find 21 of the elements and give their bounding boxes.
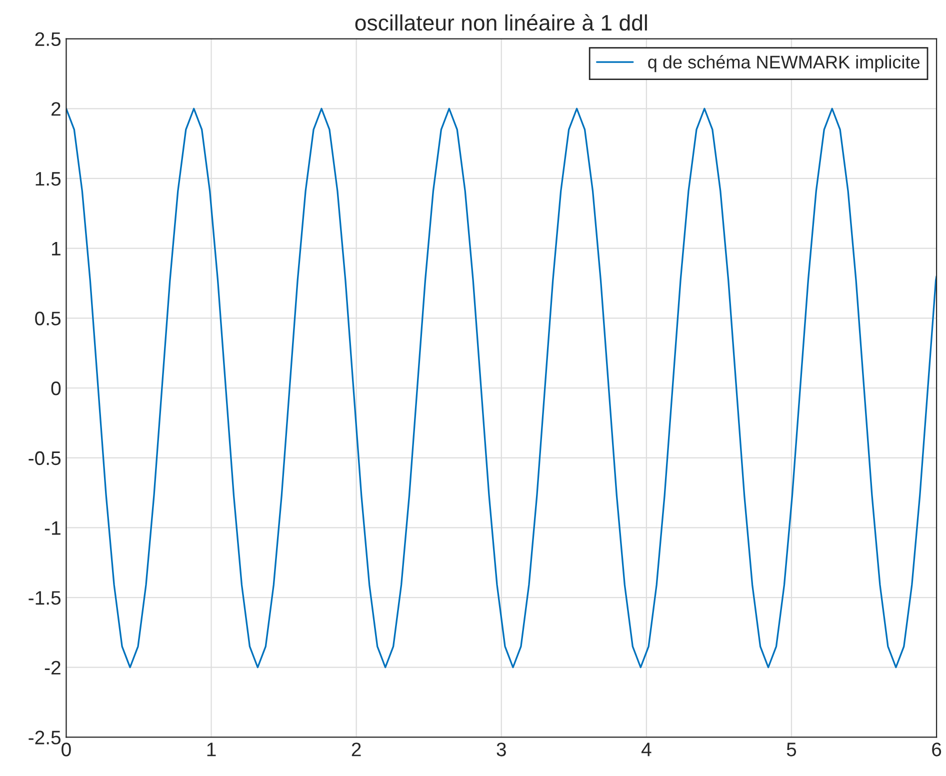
y-tick-label: 2 bbox=[52, 102, 60, 116]
y-tick-label: 1 bbox=[52, 242, 60, 256]
x-tick-label: 0 bbox=[62, 742, 71, 756]
y-tick-label: -0.5 bbox=[28, 451, 61, 466]
y-tick-label: 0.5 bbox=[35, 312, 61, 326]
y-tick-label: 1.5 bbox=[36, 172, 61, 186]
x-tick-label: 3 bbox=[496, 742, 506, 756]
y-tick-label: -2.5 bbox=[28, 730, 61, 744]
line-series bbox=[66, 108, 937, 668]
y-tick-label: 2.5 bbox=[35, 32, 61, 46]
legend-label: q de schéma NEWMARK implicite bbox=[648, 55, 920, 72]
y-tick-label: 0 bbox=[51, 381, 61, 396]
x-tick-label: 2 bbox=[352, 742, 361, 756]
x-tick-label: 5 bbox=[786, 742, 796, 756]
x-tick-label: 6 bbox=[932, 742, 942, 756]
y-tick-label: -1.5 bbox=[28, 591, 61, 605]
y-tick-label: -1 bbox=[44, 521, 60, 535]
x-tick-label: 4 bbox=[641, 742, 652, 756]
chart-title: oscillateur non linéaire à 1 ddl bbox=[355, 14, 647, 31]
y-tick-label: -2 bbox=[44, 660, 60, 674]
x-tick-label: 1 bbox=[207, 742, 216, 756]
